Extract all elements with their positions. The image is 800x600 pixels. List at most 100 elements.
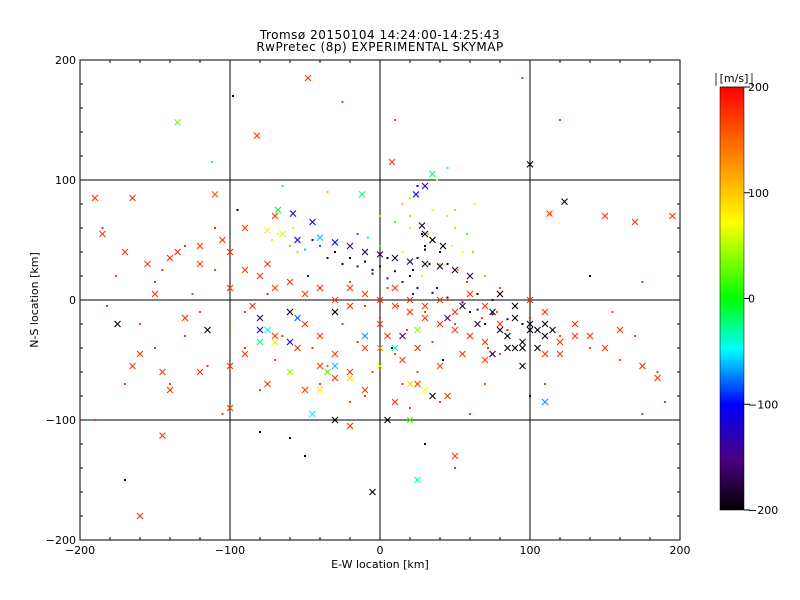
colorbar-label: [m/s] (720, 72, 749, 85)
cross-point (436, 362, 444, 370)
cross-point (546, 210, 553, 217)
cross-point (496, 290, 504, 298)
dot-point (397, 305, 399, 307)
dot-point (484, 323, 486, 325)
cross-point (361, 344, 369, 352)
dot-point (184, 335, 186, 337)
dot-point (409, 197, 411, 199)
dot-point (304, 248, 306, 251)
cross-point (526, 320, 534, 328)
cross-point (264, 227, 271, 234)
dot-point (472, 251, 474, 253)
dot-point (416, 257, 419, 259)
dot-point (641, 413, 644, 415)
cross-point (289, 210, 297, 217)
dot-point (611, 311, 614, 313)
dot-point (424, 443, 426, 445)
cross-point (489, 308, 496, 316)
cross-point (253, 132, 261, 139)
dot-point (431, 341, 434, 343)
cross-point (391, 284, 399, 292)
cross-point (376, 362, 384, 370)
dot-point (334, 251, 336, 253)
colorbar-tick-label: 200 (748, 81, 769, 94)
dot-point (259, 431, 261, 433)
cross-point (114, 320, 121, 328)
cross-point (496, 326, 504, 334)
cross-point (519, 344, 526, 352)
dot-point (401, 203, 404, 205)
cross-point (421, 386, 429, 394)
cross-point (324, 368, 331, 376)
dot-point (451, 245, 453, 247)
dot-point (326, 257, 329, 259)
cross-point (586, 332, 594, 340)
cross-point (421, 314, 429, 322)
cross-point (436, 296, 444, 304)
cross-point (136, 512, 144, 520)
cross-point (226, 248, 234, 256)
dot-point (356, 341, 359, 343)
dot-point (416, 371, 419, 373)
cross-point (301, 320, 309, 328)
cross-point (388, 158, 396, 166)
cross-point (196, 368, 204, 376)
cross-point (541, 320, 549, 328)
dot-point (424, 245, 426, 247)
dot-point (106, 305, 108, 307)
dot-point (476, 308, 479, 311)
dot-point (394, 270, 396, 273)
cross-point (511, 344, 519, 352)
dot-point (421, 275, 423, 277)
dot-point (244, 347, 246, 349)
cross-point (414, 344, 421, 352)
cross-point (376, 251, 384, 258)
cross-point (256, 338, 264, 346)
dot-point (271, 239, 273, 241)
cross-point (249, 302, 256, 310)
chart-subtitle: RwPretec (8p) EXPERIMENTAL SKYMAP (256, 40, 504, 54)
cross-point (331, 296, 339, 304)
cross-point (421, 302, 429, 310)
dot-point (341, 263, 344, 265)
cross-point (264, 260, 271, 268)
cross-point (271, 284, 279, 292)
dot-point (211, 161, 213, 163)
colorbar-tick-label: 0 (748, 293, 755, 306)
dot-point (281, 335, 284, 337)
dot-point (559, 119, 561, 121)
cross-point (121, 248, 129, 256)
cross-point (526, 296, 534, 304)
dot-point (619, 359, 621, 361)
dot-point (161, 269, 164, 271)
cross-point (406, 296, 414, 304)
cross-point (286, 278, 294, 286)
dot-point (232, 95, 234, 97)
cross-point (418, 222, 426, 229)
dot-point (409, 227, 411, 229)
cross-point (391, 344, 399, 352)
dot-point (481, 317, 483, 319)
cross-point (601, 212, 609, 220)
dot-point (349, 281, 351, 283)
dot-point (469, 413, 471, 415)
dot-point (401, 383, 404, 385)
cross-point (601, 344, 609, 352)
cross-point (219, 236, 226, 244)
dot-point (326, 365, 329, 367)
cross-point (489, 350, 496, 358)
cross-point (331, 374, 339, 382)
dot-point (371, 269, 374, 271)
cross-point (474, 320, 481, 328)
cross-point (129, 362, 136, 370)
cross-point (331, 239, 339, 246)
dot-point (499, 287, 501, 289)
cross-point (316, 234, 324, 241)
dot-point (446, 263, 449, 265)
cross-point (384, 332, 391, 340)
cross-point (241, 350, 249, 358)
cross-point (361, 290, 369, 298)
chart-title: Tromsø 20150104 14:24:00-14:25:43 (259, 28, 501, 42)
cross-point (159, 368, 166, 376)
dot-point (341, 101, 344, 103)
